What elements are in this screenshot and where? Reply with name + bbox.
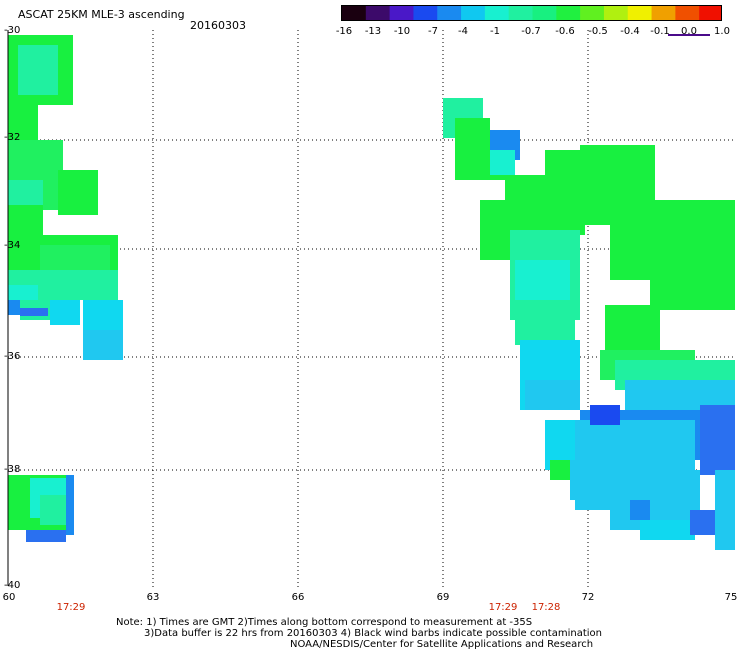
scale-label: -1: [490, 26, 500, 37]
color-swatch: [651, 6, 676, 20]
wind-cell: [66, 475, 74, 535]
wind-cell: [8, 180, 43, 205]
scale-label: -13: [364, 26, 382, 37]
map-date: 20160303: [190, 19, 246, 32]
wind-cell: [525, 380, 580, 410]
color-scale-bar: [341, 5, 722, 21]
data-swaths: [8, 35, 735, 550]
lat-label: -32: [4, 132, 21, 143]
color-swatch: [437, 6, 462, 20]
footnote-line-1: Note: 1) Times are GMT 2)Times along bot…: [116, 617, 533, 628]
color-swatch: [699, 6, 721, 20]
wind-cell: [40, 495, 68, 525]
wind-cell: [550, 460, 570, 480]
wind-cell: [18, 45, 58, 95]
lat-label: -38: [4, 464, 21, 475]
wind-cell: [715, 470, 735, 550]
legend-underline: [668, 34, 710, 36]
wind-cell: [26, 530, 66, 542]
wind-cell: [515, 300, 575, 345]
color-swatch: [365, 6, 391, 20]
wind-cell: [590, 405, 620, 425]
scale-label: 1.0: [714, 26, 730, 37]
lat-label: -36: [4, 351, 21, 362]
color-swatch: [675, 6, 700, 20]
lat-label: -40: [4, 580, 21, 591]
wind-cell: [650, 280, 735, 310]
time-label: 17:29: [56, 602, 86, 613]
wind-cell: [605, 305, 660, 355]
lat-label: -34: [4, 240, 21, 251]
footnote-line-2: 3)Data buffer is 22 hrs from 20160303 4)…: [144, 628, 602, 639]
color-swatch: [413, 6, 438, 20]
color-swatch: [484, 6, 510, 20]
wind-cell: [40, 245, 110, 270]
scale-label: -10: [393, 26, 411, 37]
scale-label: -0.7: [521, 26, 541, 37]
wind-cell: [640, 520, 695, 540]
wind-cell: [83, 300, 123, 330]
wind-cell: [570, 460, 605, 500]
scale-label: -16: [335, 26, 353, 37]
time-label: 17:28: [531, 602, 561, 613]
wind-cell: [20, 308, 48, 316]
lon-label: 72: [581, 592, 595, 603]
color-swatch: [556, 6, 581, 20]
lon-label: 60: [2, 592, 16, 603]
wind-cell: [490, 150, 515, 175]
lat-label: -30: [4, 25, 21, 36]
color-swatch: [580, 6, 605, 20]
color-swatch: [603, 6, 629, 20]
scale-label: -0.6: [555, 26, 575, 37]
wind-cell: [50, 300, 80, 325]
wind-cell: [700, 405, 735, 475]
lon-label: 63: [146, 592, 160, 603]
color-swatch: [627, 6, 653, 20]
wind-cell: [8, 105, 38, 145]
scale-label: 0.0: [681, 26, 697, 37]
scale-label: -0.5: [588, 26, 608, 37]
scale-label: -0.4: [620, 26, 640, 37]
map-title: ASCAT 25KM MLE-3 ascending: [18, 8, 185, 21]
wind-cell: [690, 510, 715, 535]
footnote-line-3: NOAA/NESDIS/Center for Satellite Applica…: [290, 639, 594, 650]
wind-cell: [610, 200, 735, 280]
color-swatch: [461, 6, 486, 20]
scale-label: -7: [428, 26, 438, 37]
lon-label: 75: [724, 592, 738, 603]
color-swatch: [508, 6, 534, 20]
scale-label: -0.1: [650, 26, 670, 37]
wind-cell: [630, 500, 650, 520]
color-swatch: [389, 6, 415, 20]
wind-cell: [58, 170, 98, 215]
lon-label: 69: [436, 592, 450, 603]
color-swatch: [532, 6, 557, 20]
lon-label: 66: [291, 592, 305, 603]
wind-cell: [8, 300, 20, 315]
scale-label: -4: [458, 26, 468, 37]
wind-cell: [83, 330, 123, 360]
color-swatch: [342, 6, 367, 20]
time-label: 17:29: [488, 602, 518, 613]
